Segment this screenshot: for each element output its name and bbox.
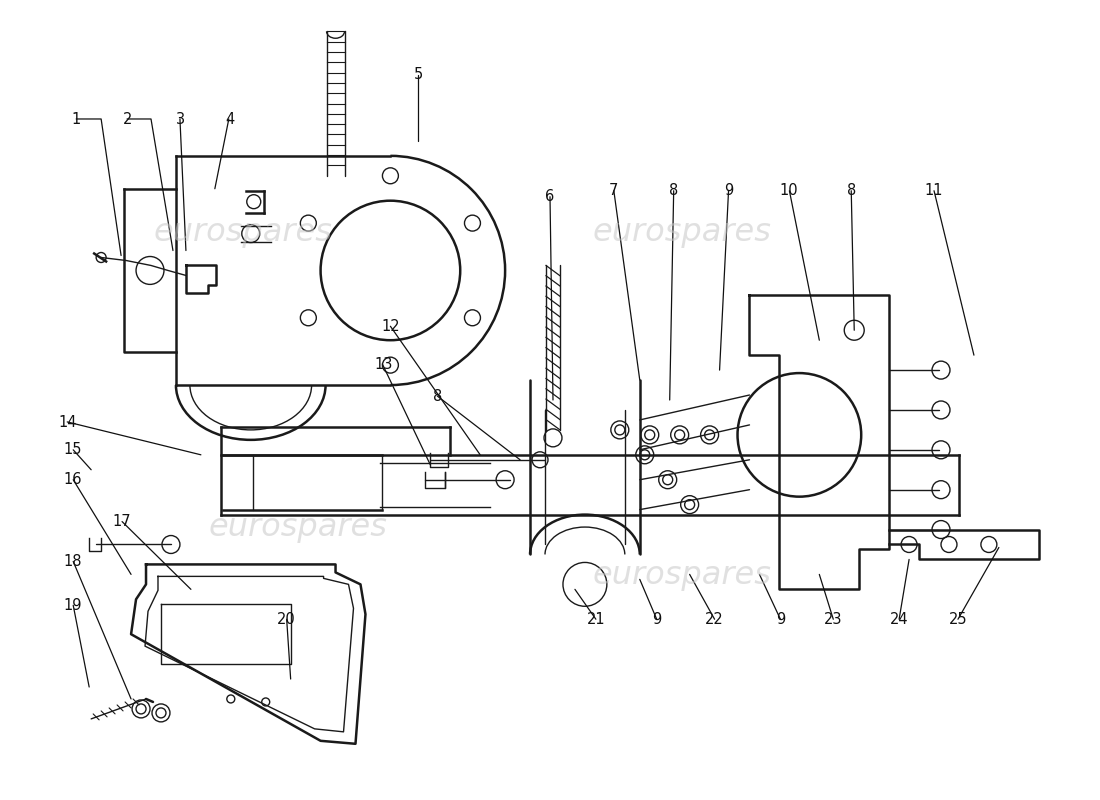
- Text: eurospares: eurospares: [592, 560, 771, 591]
- Text: 17: 17: [113, 514, 131, 529]
- Text: 18: 18: [64, 554, 82, 569]
- Text: 8: 8: [433, 389, 442, 403]
- Text: 11: 11: [925, 183, 944, 198]
- Text: 25: 25: [949, 612, 968, 626]
- Text: eurospares: eurospares: [153, 217, 332, 248]
- Text: eurospares: eurospares: [208, 512, 387, 543]
- Text: 9: 9: [776, 612, 785, 626]
- Text: 6: 6: [546, 190, 554, 204]
- Text: 5: 5: [414, 67, 424, 82]
- Text: 15: 15: [64, 442, 82, 457]
- Text: 1: 1: [72, 112, 80, 127]
- Text: 16: 16: [64, 472, 82, 487]
- Text: 12: 12: [382, 319, 400, 334]
- Text: 8: 8: [670, 183, 679, 198]
- Text: 4: 4: [226, 112, 234, 127]
- Text: 13: 13: [374, 357, 393, 372]
- Text: 24: 24: [890, 612, 909, 626]
- Text: 14: 14: [58, 415, 77, 430]
- Text: 8: 8: [847, 183, 857, 198]
- Text: 20: 20: [277, 612, 296, 626]
- Text: 2: 2: [123, 112, 132, 127]
- Text: 3: 3: [176, 112, 185, 127]
- Text: 19: 19: [64, 598, 82, 613]
- Text: 23: 23: [824, 612, 843, 626]
- Text: 9: 9: [724, 183, 734, 198]
- Text: 9: 9: [652, 612, 661, 626]
- Text: 22: 22: [705, 612, 724, 626]
- Text: 10: 10: [780, 183, 799, 198]
- Text: 7: 7: [609, 183, 618, 198]
- Text: 21: 21: [586, 612, 605, 626]
- Text: eurospares: eurospares: [592, 217, 771, 248]
